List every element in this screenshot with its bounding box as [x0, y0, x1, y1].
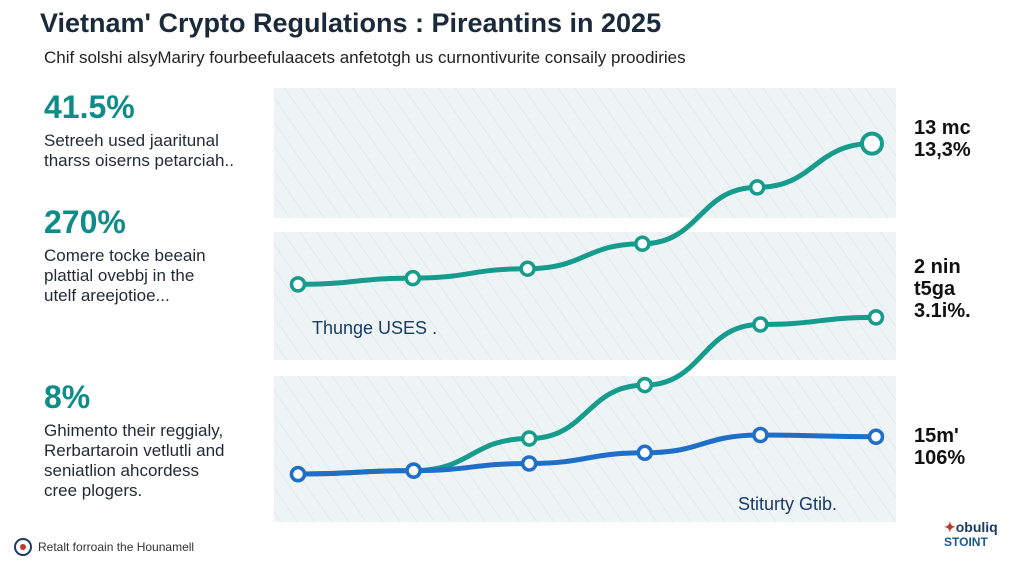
data-point-2-1-4	[636, 376, 654, 394]
globe-icon	[14, 538, 32, 556]
footer: Retalt forroain the Hounamell	[14, 538, 194, 556]
stat-value: 270%	[44, 204, 126, 240]
brand-name: obuliq	[955, 519, 998, 535]
stat-description: Ghimento their reggialy, Rerbartaroin ve…	[44, 421, 274, 501]
data-point-2-1-3	[520, 430, 538, 447]
data-point-2-1-6	[867, 309, 885, 326]
right-label-3: 15m' 106%	[914, 425, 965, 469]
stat-desc-line: utelf areejotioe...	[44, 286, 170, 306]
stat-description: Setreeh used jaaritunal tharss oiserns p…	[44, 131, 274, 171]
chart-panel-middle	[274, 232, 896, 360]
footer-text: Retalt forroain the Hounamell	[38, 540, 195, 554]
series-line-2-2	[295, 432, 879, 477]
data-point-2-2-2	[405, 462, 422, 479]
data-point-2-2-1	[289, 465, 307, 483]
brand-line-1: ✦obuliq	[944, 520, 998, 535]
stat-desc-line: Rerbartaroin vetlutli and	[44, 441, 225, 461]
stat-desc-line: Ghimento their reggialy,	[44, 421, 224, 441]
data-point-1-1-4	[634, 235, 651, 252]
right-label-line: 3.1i%.	[914, 300, 971, 322]
data-point-2-2-4	[636, 444, 654, 462]
series-line-1-1	[295, 141, 875, 287]
data-point-2-2-6	[867, 428, 885, 446]
star-icon: ✦	[944, 519, 956, 535]
series-layer	[289, 131, 885, 483]
stat-description: Comere tocke beeain plattial ovebbj in t…	[44, 246, 274, 306]
right-label-line: 15m'	[914, 425, 959, 447]
stat-desc-line: Setreeh used jaaritunal	[44, 131, 219, 151]
stat-desc-line: tharss oiserns petarciah..	[44, 151, 234, 171]
stat-value: 8%	[44, 379, 91, 415]
page-title: Vietnam' Crypto Regulations : Pireantins…	[40, 8, 662, 38]
data-point-1-1-6	[860, 131, 884, 156]
data-point-2-2-5	[752, 426, 769, 444]
stat-block-1: 41.5% Setreeh used jaaritunal tharss ois…	[44, 89, 274, 171]
data-point-2-2-3	[520, 455, 538, 472]
right-label-line: 13 mc	[914, 117, 971, 139]
brand-logo: ✦obuliq STOINT	[944, 520, 998, 550]
data-point-2-1-5	[752, 316, 769, 333]
panel-annotation-middle: Thunge USES .	[312, 318, 437, 338]
stat-block-3: 8% Ghimento their reggialy, Rerbartaroin…	[44, 379, 274, 501]
page-subtitle: Chif solshi alsyMariry fourbeefulaacets …	[44, 48, 686, 67]
data-point-1-1-2	[404, 269, 422, 287]
stat-desc-line: Comere tocke beeain	[44, 246, 206, 266]
right-label-line: 2 nin	[914, 256, 961, 278]
stat-desc-line: seniatlion ahcordess	[44, 461, 199, 481]
stat-desc-line: plattial ovebbj in the	[44, 266, 195, 286]
data-point-1-1-5	[748, 179, 766, 196]
stat-value: 41.5%	[44, 89, 135, 125]
stat-block-2: 270% Comere tocke beeain plattial ovebbj…	[44, 204, 274, 306]
right-label-2: 2 nin t5ga 3.1i%.	[914, 256, 971, 322]
right-label-1: 13 mc 13,3%	[914, 117, 971, 161]
chart-panel-top	[274, 88, 896, 218]
stat-desc-line: cree plogers.	[44, 481, 143, 501]
brand-line-2: STOINT	[944, 535, 988, 549]
right-label-line: t5ga	[914, 278, 956, 300]
right-label-line: 106%	[914, 447, 966, 469]
data-point-1-1-3	[519, 260, 536, 277]
right-label-line: 13,3%	[914, 139, 971, 161]
data-point-1-1-1	[289, 276, 307, 293]
chart-panel-bottom	[274, 376, 896, 522]
panel-annotation-bottom: Stiturty Gtib.	[738, 494, 837, 514]
